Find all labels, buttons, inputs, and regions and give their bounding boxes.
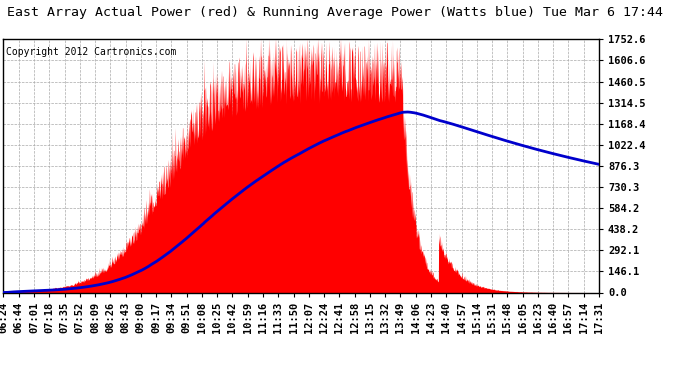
Text: East Array Actual Power (red) & Running Average Power (Watts blue) Tue Mar 6 17:: East Array Actual Power (red) & Running … xyxy=(7,6,663,19)
Text: Copyright 2012 Cartronics.com: Copyright 2012 Cartronics.com xyxy=(6,47,177,57)
